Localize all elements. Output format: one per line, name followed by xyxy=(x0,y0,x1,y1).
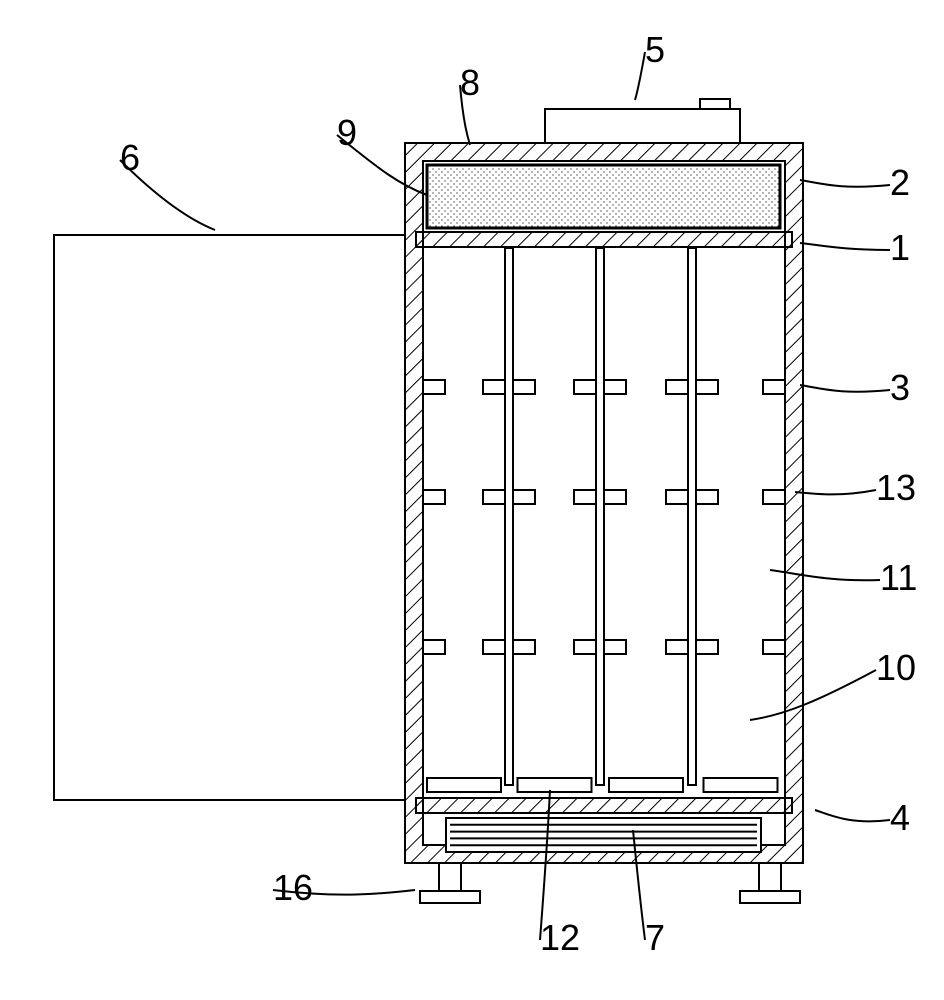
foot-cap-0 xyxy=(420,891,480,903)
label-6: 6 xyxy=(120,137,140,178)
bracket-clip xyxy=(513,380,535,394)
partition-2 xyxy=(688,248,696,785)
label-1: 1 xyxy=(890,227,910,268)
bracket-clip xyxy=(423,380,445,394)
bracket-clip xyxy=(604,640,626,654)
bracket-clip xyxy=(604,490,626,504)
partition-1 xyxy=(596,248,604,785)
label-2: 2 xyxy=(890,162,910,203)
leader-line-2 xyxy=(800,180,890,187)
foot-stem-0 xyxy=(439,863,461,891)
partition-0 xyxy=(505,248,513,785)
bracket-clip xyxy=(574,380,596,394)
bracket-clip xyxy=(666,380,688,394)
leader-line-5 xyxy=(635,52,645,100)
top-unit xyxy=(545,109,740,143)
foot-cap-1 xyxy=(740,891,800,903)
label-5: 5 xyxy=(645,29,665,70)
top-unit-notch xyxy=(700,99,730,109)
label-11: 11 xyxy=(880,557,917,598)
label-3: 3 xyxy=(890,367,910,408)
bracket-clip xyxy=(763,490,785,504)
bracket-clip xyxy=(513,490,535,504)
bracket-clip xyxy=(423,490,445,504)
bottom-slot xyxy=(704,778,778,792)
bracket-clip xyxy=(513,640,535,654)
bracket-clip xyxy=(574,490,596,504)
label-9: 9 xyxy=(337,112,357,153)
label-16: 16 xyxy=(273,867,313,908)
bracket-clip xyxy=(423,640,445,654)
bracket-clip xyxy=(666,640,688,654)
top-plate xyxy=(416,232,792,247)
bracket-clip xyxy=(483,490,505,504)
bracket-clip xyxy=(696,380,718,394)
label-13: 13 xyxy=(876,467,916,508)
bottom-slot xyxy=(427,778,501,792)
vent-frame xyxy=(446,818,761,852)
bracket-clip xyxy=(574,640,596,654)
bottom-slot xyxy=(609,778,683,792)
bracket-clip xyxy=(604,380,626,394)
bottom-slot xyxy=(518,778,592,792)
leader-line-1 xyxy=(800,243,890,250)
bottom-plate xyxy=(416,798,792,813)
bracket-clip xyxy=(696,490,718,504)
leader-line-4 xyxy=(815,810,890,821)
label-7: 7 xyxy=(645,917,665,958)
foot-stem-1 xyxy=(759,863,781,891)
bracket-clip xyxy=(696,640,718,654)
leader-line-13 xyxy=(795,490,876,494)
bracket-clip xyxy=(763,640,785,654)
label-12: 12 xyxy=(540,917,580,958)
door-panel xyxy=(54,235,405,800)
label-4: 4 xyxy=(890,797,910,838)
bracket-clip xyxy=(763,380,785,394)
filter-box xyxy=(427,165,780,228)
label-8: 8 xyxy=(460,62,480,103)
technical-diagram: 1234567891011121316 xyxy=(0,0,944,1000)
bracket-clip xyxy=(666,490,688,504)
leader-line-3 xyxy=(800,385,890,392)
bracket-clip xyxy=(483,380,505,394)
label-10: 10 xyxy=(876,647,916,688)
bracket-clip xyxy=(483,640,505,654)
